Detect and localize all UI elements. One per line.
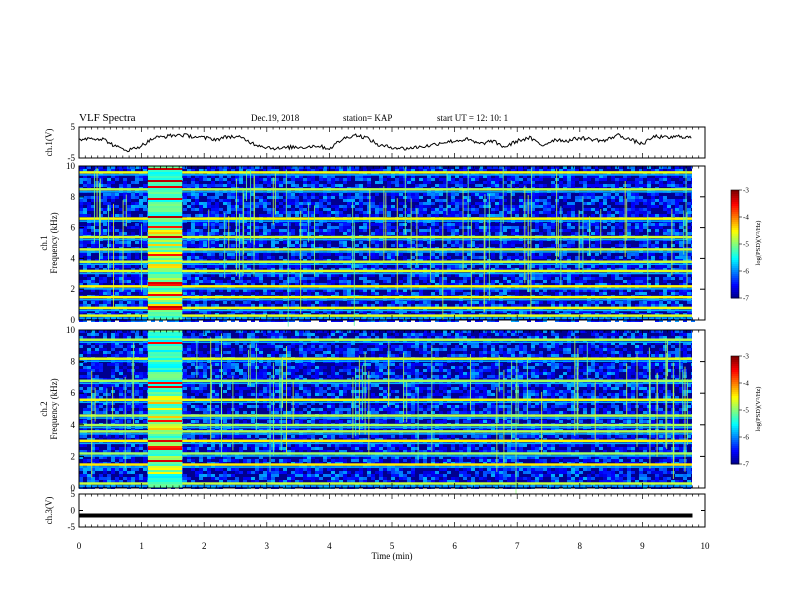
ch1-voltage-trace <box>78 133 692 153</box>
time-tick-label: 9 <box>640 541 645 551</box>
ch1-spectrogram-ytick-label: 0 <box>71 315 76 325</box>
ch1-spectrogram-ytick-label: 2 <box>71 284 76 294</box>
time-tick-label: 6 <box>452 541 457 551</box>
ch2-spectrogram-ytick-label: 0 <box>71 483 76 493</box>
ch1-spectrogram-ytick-label: 6 <box>71 223 76 233</box>
ch2-spectrogram-image <box>79 330 705 495</box>
ch2-spectrogram-colorbar-tick-label: -3 <box>743 353 749 361</box>
ch2-spectrogram-colorbar-label: log(PSD)(V²/Hz) <box>755 387 762 432</box>
ch3-voltage-ytick-label: -5 <box>68 522 76 532</box>
ch1-spectrogram-colorbar <box>731 190 739 299</box>
date-label: Dec.19, 2018 <box>251 113 300 123</box>
time-tick-label: 5 <box>390 541 395 551</box>
ch3-voltage-ylabel: ch.3(V) <box>44 497 54 525</box>
time-tick-label: 4 <box>327 541 332 551</box>
start-time-label: start UT = 12: 10: 1 <box>437 113 509 123</box>
ch2-spectrogram-ytick-label: 2 <box>71 451 76 461</box>
ch2-spectrogram-colorbar-tick-label: -7 <box>743 461 749 469</box>
ch1-voltage-frame <box>78 126 706 159</box>
ch2-spectrogram-colorbar-tick-label: -5 <box>743 407 749 415</box>
time-tick-label: 10 <box>701 541 711 551</box>
ch2-spectrogram-colorbar-tick-label: -4 <box>743 380 749 388</box>
time-tick-label: 0 <box>77 541 82 551</box>
ch1-spectrogram-ytick-label: 10 <box>66 161 76 171</box>
station-label: station= KAP <box>343 113 393 123</box>
ch2-spectrogram-colorbar <box>731 356 739 465</box>
ch1-spectrogram-colorbar-tick-label: -7 <box>743 295 749 303</box>
time-tick-label: 8 <box>578 541 583 551</box>
ch1-voltage-ytick-label: -5 <box>68 153 76 163</box>
ch1-voltage-ylabel: ch.1(V) <box>44 129 54 157</box>
ch1-spectrogram-image <box>79 166 705 327</box>
ch1-spectrogram-colorbar-label: log(PSD)(V²/Hz) <box>755 221 762 266</box>
ch3-voltage-ytick-label: 5 <box>71 489 76 499</box>
ch2-spectrogram-ytick-label: 8 <box>71 357 76 367</box>
ch1-spectrogram-colorbar-tick-label: -6 <box>743 268 749 276</box>
ch2-spectrogram-ytick-label: 6 <box>71 388 76 398</box>
time-tick-label: 3 <box>265 541 270 551</box>
ch1-spectrogram-colorbar-tick-label: -4 <box>743 214 749 222</box>
time-tick-label: 7 <box>515 541 520 551</box>
ch2-spectrogram-ylabel-frequency: Frequency (kHz) <box>49 378 59 439</box>
time-axis-label: Time (min) <box>372 551 413 561</box>
ch2-spectrogram-ylabel-channel: ch.2 <box>39 401 49 416</box>
time-tick-label: 1 <box>139 541 144 551</box>
ch2-spectrogram-ytick-label: 4 <box>71 420 76 430</box>
ch3-voltage-ytick-label: 0 <box>71 506 76 516</box>
ch1-spectrogram-ytick-label: 4 <box>71 253 76 263</box>
ch1-spectrogram-ylabel-channel: ch.1 <box>39 235 49 250</box>
figure-title: VLF Spectra <box>79 112 136 124</box>
ch2-spectrogram-colorbar-tick-label: -6 <box>743 434 749 442</box>
ch1-spectrogram-colorbar-tick-label: -5 <box>743 241 749 249</box>
ch1-spectrogram-colorbar-tick-label: -3 <box>743 187 749 195</box>
ch1-spectrogram-ylabel-frequency: Frequency (kHz) <box>49 212 59 273</box>
ch2-spectrogram-ytick-label: 10 <box>66 325 76 335</box>
time-tick-label: 2 <box>202 541 207 551</box>
ch1-voltage-ytick-label: 5 <box>71 122 76 132</box>
ch1-spectrogram-ytick-label: 8 <box>71 192 76 202</box>
